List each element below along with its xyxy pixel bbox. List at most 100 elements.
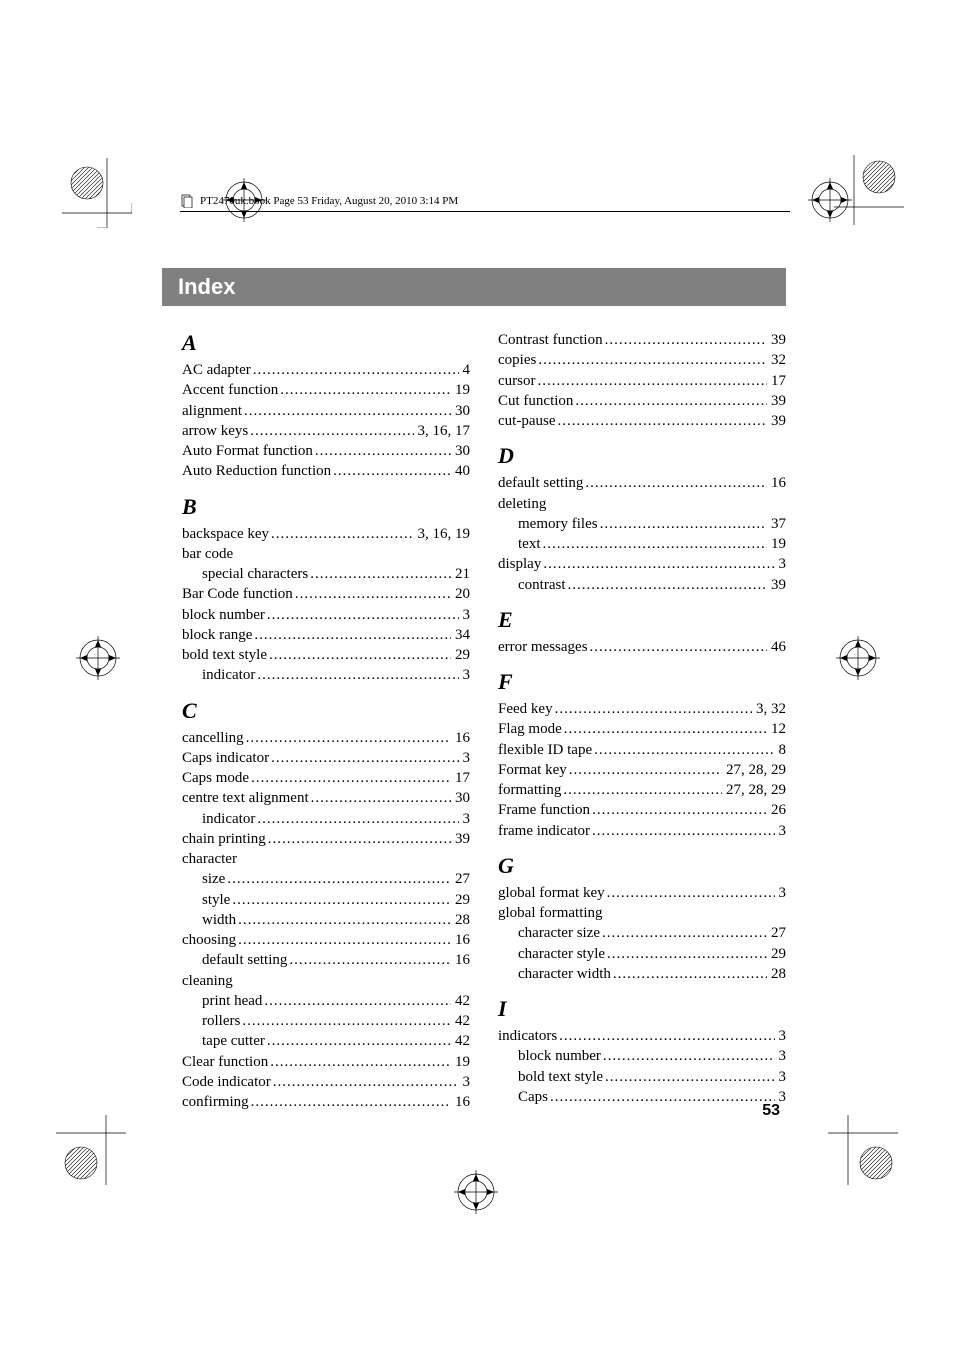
entry-leader-dots <box>594 740 774 760</box>
index-entry: Code indicator3 <box>182 1072 470 1092</box>
index-entry: print head42 <box>182 991 470 1011</box>
entry-leader-dots <box>557 411 767 431</box>
index-letter: A <box>182 330 470 356</box>
entry-leader-dots <box>264 991 451 1011</box>
entry-page: 39 <box>769 330 786 350</box>
entry-label: bar code <box>182 544 233 564</box>
entry-leader-dots <box>600 514 767 534</box>
entry-leader-dots <box>592 800 767 820</box>
entry-page: 12 <box>769 719 786 739</box>
index-entry: Caps3 <box>498 1087 786 1107</box>
entry-leader-dots <box>315 441 451 461</box>
entry-leader-dots <box>280 380 451 400</box>
entry-leader-dots <box>585 473 767 493</box>
entry-label: special characters <box>202 564 308 584</box>
entry-leader-dots <box>563 780 722 800</box>
index-entry: cancelling16 <box>182 728 470 748</box>
crop-mark-br <box>828 1115 898 1185</box>
entry-leader-dots <box>538 350 767 370</box>
index-entry: indicator3 <box>182 665 470 685</box>
entry-label: character style <box>518 944 605 964</box>
entry-leader-dots <box>250 421 413 441</box>
entry-page: 30 <box>453 401 470 421</box>
index-letter: I <box>498 996 786 1022</box>
entry-label: indicator <box>202 665 255 685</box>
crop-mark-bl <box>56 1115 126 1185</box>
index-entry: flexible ID tape8 <box>498 740 786 760</box>
entry-page: 42 <box>453 991 470 1011</box>
entry-label: Clear function <box>182 1052 268 1072</box>
entry-page: 8 <box>777 740 787 760</box>
entry-page: 3 <box>777 554 787 574</box>
entry-page: 20 <box>453 584 470 604</box>
index-entry: global format key3 <box>498 883 786 903</box>
entry-leader-dots <box>269 645 451 665</box>
entry-leader-dots <box>559 1026 774 1046</box>
entry-label: deleting <box>498 494 546 514</box>
entry-page: 27, 28, 29 <box>724 780 786 800</box>
index-content: AAC adapter4Accent function19alignment30… <box>182 330 786 1112</box>
entry-leader-dots <box>246 728 451 748</box>
entry-label: character size <box>518 923 600 943</box>
entry-page: 39 <box>453 829 470 849</box>
entry-label: bold text style <box>182 645 267 665</box>
index-entry: block number 3 <box>498 1046 786 1066</box>
index-letter: E <box>498 607 786 633</box>
entry-page: 29 <box>769 944 786 964</box>
entry-label: block range <box>182 625 252 645</box>
entry-label: Caps <box>518 1087 548 1107</box>
index-entry: character style 29 <box>498 944 786 964</box>
entry-label: default setting <box>202 950 287 970</box>
entry-page: 39 <box>769 575 786 595</box>
index-entry: chain printing39 <box>182 829 470 849</box>
entry-label: Bar Code function <box>182 584 293 604</box>
entry-label: size <box>202 869 225 889</box>
entry-label: Auto Reduction function <box>182 461 331 481</box>
entry-page: 3, 16, 17 <box>416 421 471 441</box>
entry-label: indicator <box>202 809 255 829</box>
entry-leader-dots <box>251 1092 451 1112</box>
index-entry: Auto Format function30 <box>182 441 470 461</box>
index-entry: default setting 16 <box>182 950 470 970</box>
entry-label: backspace key <box>182 524 269 544</box>
entry-label: width <box>202 910 236 930</box>
entry-leader-dots <box>271 524 413 544</box>
index-entry: cursor17 <box>498 371 786 391</box>
entry-leader-dots <box>605 330 767 350</box>
index-entry: deleting <box>498 494 786 514</box>
entry-page: 34 <box>453 625 470 645</box>
entry-page: 4 <box>461 360 471 380</box>
entry-page: 3 <box>777 1026 787 1046</box>
entry-label: tape cutter <box>202 1031 265 1051</box>
entry-label: memory files <box>518 514 598 534</box>
index-entry: character size27 <box>498 923 786 943</box>
entry-leader-dots <box>333 461 451 481</box>
entry-leader-dots <box>267 605 459 625</box>
entry-leader-dots <box>569 760 722 780</box>
entry-page: 3 <box>777 1067 787 1087</box>
index-entry: Bar Code function 20 <box>182 584 470 604</box>
index-entry: backspace key3, 16, 19 <box>182 524 470 544</box>
page-header: PT2470uk.book Page 53 Friday, August 20,… <box>180 194 790 212</box>
entry-page: 3 <box>777 1046 787 1066</box>
entry-leader-dots <box>271 748 458 768</box>
index-entry: frame indicator3 <box>498 821 786 841</box>
entry-label: style <box>202 890 230 910</box>
index-entry: formatting27, 28, 29 <box>498 780 786 800</box>
entry-leader-dots <box>257 809 458 829</box>
index-entry: bar code <box>182 544 470 564</box>
entry-page: 3 <box>461 809 471 829</box>
entry-leader-dots <box>227 869 451 889</box>
entry-label: bold text style <box>518 1067 603 1087</box>
entry-leader-dots <box>602 923 767 943</box>
entry-leader-dots <box>251 768 451 788</box>
right-column: Contrast function39copies32cursor17Cut f… <box>498 330 786 1112</box>
entry-label: character width <box>518 964 611 984</box>
index-entry: Auto Reduction function40 <box>182 461 470 481</box>
crop-mark-tl <box>62 158 132 228</box>
entry-page: 3, 32 <box>754 699 786 719</box>
entry-page: 16 <box>453 950 470 970</box>
entry-label: rollers <box>202 1011 240 1031</box>
entry-label: block number <box>518 1046 601 1066</box>
entry-page: 16 <box>769 473 786 493</box>
